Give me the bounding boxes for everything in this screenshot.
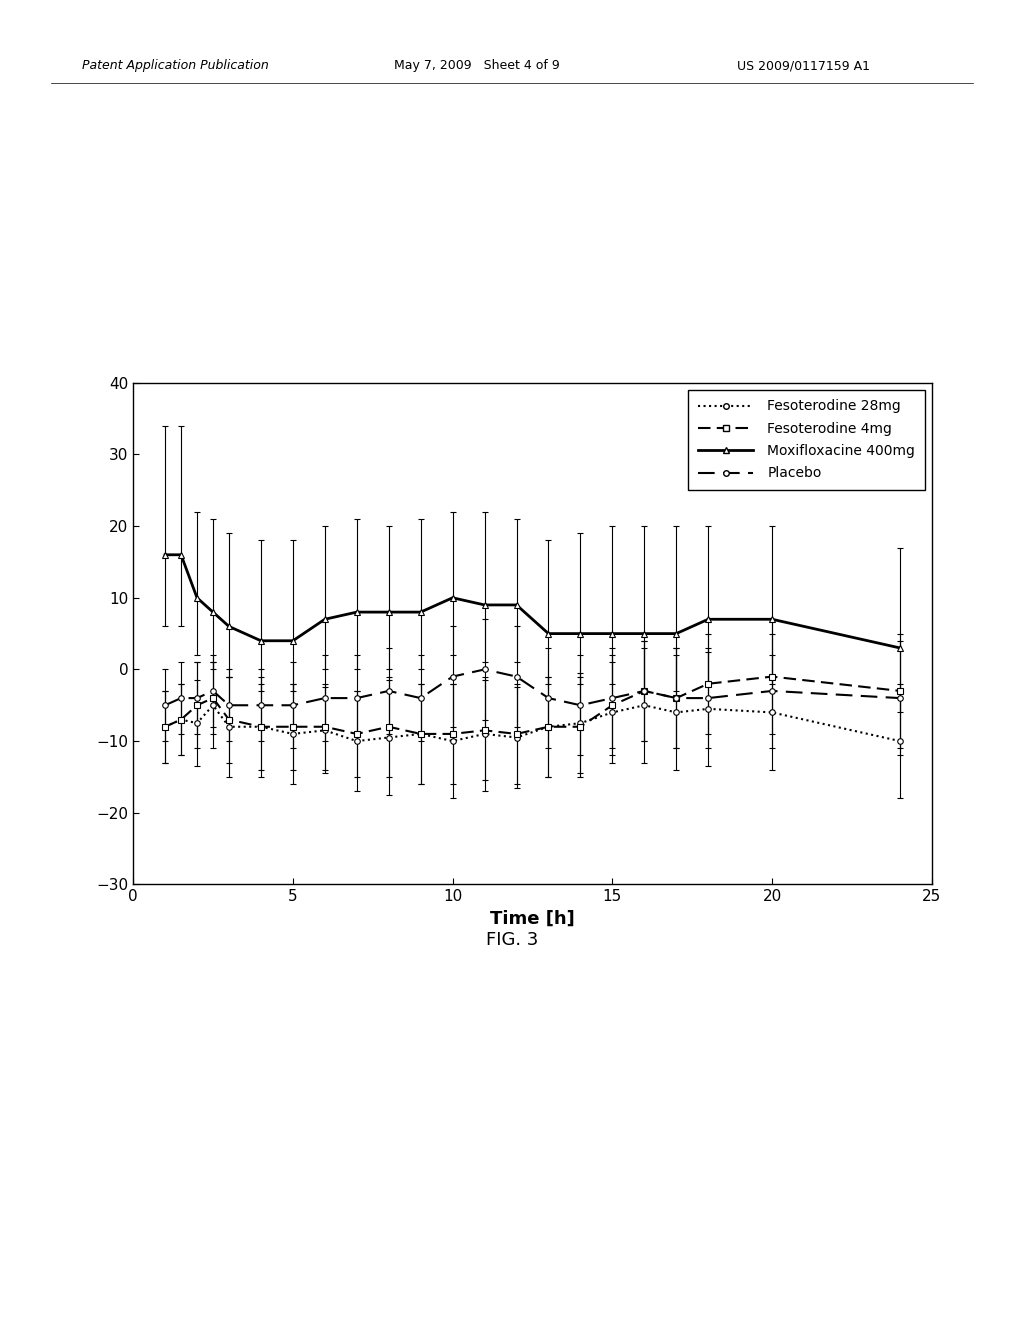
- Text: US 2009/0117159 A1: US 2009/0117159 A1: [737, 59, 870, 73]
- X-axis label: Time [h]: Time [h]: [490, 909, 574, 928]
- Text: May 7, 2009   Sheet 4 of 9: May 7, 2009 Sheet 4 of 9: [394, 59, 560, 73]
- Text: Patent Application Publication: Patent Application Publication: [82, 59, 268, 73]
- Legend: Fesoterodine 28mg, Fesoterodine 4mg, Moxifloxacine 400mg, Placebo: Fesoterodine 28mg, Fesoterodine 4mg, Mox…: [688, 389, 925, 490]
- Text: FIG. 3: FIG. 3: [485, 931, 539, 949]
